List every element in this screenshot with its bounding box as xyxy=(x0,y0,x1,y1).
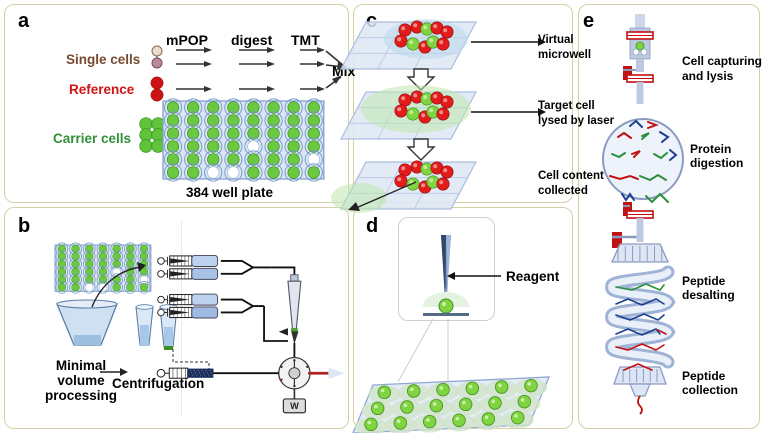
svg-text:W: W xyxy=(290,401,299,411)
